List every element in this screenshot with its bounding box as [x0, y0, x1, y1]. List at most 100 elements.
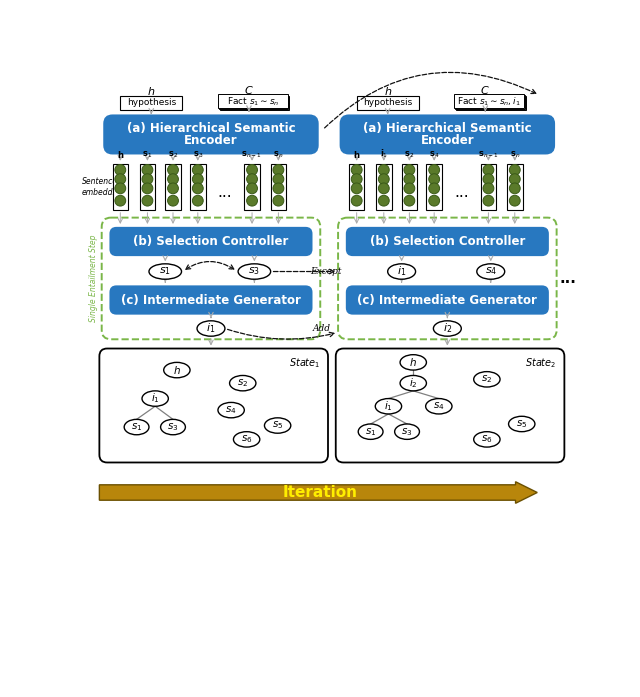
Text: $h$: $h$: [383, 85, 392, 98]
Text: $State_1$: $State_1$: [289, 356, 320, 370]
Bar: [271, 164, 286, 210]
FancyArrow shape: [99, 482, 537, 503]
Circle shape: [273, 174, 284, 185]
Text: Iteration: Iteration: [283, 485, 358, 500]
Text: $s_4$: $s_4$: [433, 400, 445, 412]
Bar: [426, 164, 442, 210]
Text: $\mathbf{s}_2$: $\mathbf{s}_2$: [168, 149, 178, 160]
Circle shape: [378, 195, 389, 206]
Ellipse shape: [474, 372, 500, 387]
Circle shape: [115, 164, 125, 175]
Text: (a) Hierarchical Semantic: (a) Hierarchical Semantic: [127, 122, 295, 135]
Circle shape: [273, 195, 284, 206]
Text: hypothesis: hypothesis: [363, 98, 412, 107]
Text: Sentence
embeddings: Sentence embeddings: [81, 177, 129, 197]
Text: $s_1$: $s_1$: [365, 426, 376, 438]
FancyBboxPatch shape: [346, 227, 549, 256]
Bar: [220, 96, 289, 110]
Text: (b) Selection Controller: (b) Selection Controller: [370, 235, 525, 248]
Circle shape: [168, 174, 179, 185]
Text: $\mathbf{s}_n$: $\mathbf{s}_n$: [273, 149, 284, 160]
Circle shape: [378, 174, 389, 185]
Text: (c) Intermediate Generator: (c) Intermediate Generator: [357, 293, 538, 307]
Ellipse shape: [238, 264, 271, 279]
Circle shape: [429, 195, 440, 206]
Ellipse shape: [161, 420, 186, 435]
Text: $s_5$: $s_5$: [516, 418, 527, 430]
Text: $\mathbf{s}_n$: $\mathbf{s}_n$: [509, 149, 520, 160]
Bar: [349, 164, 364, 210]
Text: $\mathbf{s}_1$: $\mathbf{s}_1$: [142, 149, 152, 160]
Text: $s_3$: $s_3$: [401, 426, 413, 438]
Text: $\mathbf{i}_1$: $\mathbf{i}_1$: [380, 147, 388, 160]
FancyBboxPatch shape: [336, 348, 564, 463]
Circle shape: [404, 164, 415, 175]
Circle shape: [483, 174, 494, 185]
Text: $C$: $C$: [244, 84, 254, 95]
Text: $\mathbf{s}_4$: $\mathbf{s}_4$: [429, 149, 440, 160]
Circle shape: [429, 164, 440, 175]
Circle shape: [168, 164, 179, 175]
Ellipse shape: [477, 264, 505, 279]
Circle shape: [351, 164, 362, 175]
Ellipse shape: [149, 264, 182, 279]
Text: Fact $s_1{\sim}s_n$: Fact $s_1{\sim}s_n$: [227, 96, 279, 108]
Bar: [455, 95, 525, 109]
Text: $i_1$: $i_1$: [384, 399, 393, 413]
Bar: [244, 164, 260, 210]
Circle shape: [193, 183, 204, 194]
Text: Fact $s_1{\sim}s_n, i_1$: Fact $s_1{\sim}s_n, i_1$: [458, 96, 521, 108]
Circle shape: [351, 183, 362, 194]
Text: $C$: $C$: [481, 84, 490, 95]
Circle shape: [483, 164, 494, 175]
Text: $s_6$: $s_6$: [481, 434, 493, 445]
Ellipse shape: [197, 321, 225, 336]
Circle shape: [429, 174, 440, 185]
Text: $s_4$: $s_4$: [484, 266, 497, 277]
FancyBboxPatch shape: [340, 114, 555, 155]
Text: $\mathbf{h}$: $\mathbf{h}$: [353, 149, 360, 160]
Ellipse shape: [426, 399, 452, 414]
Text: $s_5$: $s_5$: [272, 420, 284, 431]
Circle shape: [509, 174, 520, 185]
Text: (b) Selection Controller: (b) Selection Controller: [133, 235, 289, 248]
Ellipse shape: [388, 264, 415, 279]
Circle shape: [246, 174, 257, 185]
Circle shape: [193, 164, 204, 175]
Ellipse shape: [509, 416, 535, 431]
Text: ...: ...: [560, 271, 577, 286]
Circle shape: [142, 183, 153, 194]
Circle shape: [351, 174, 362, 185]
Circle shape: [168, 195, 179, 206]
Bar: [356, 96, 419, 110]
Circle shape: [429, 183, 440, 194]
Bar: [165, 164, 180, 210]
Bar: [507, 164, 522, 210]
Circle shape: [378, 183, 389, 194]
Bar: [402, 164, 417, 210]
Bar: [190, 164, 205, 210]
Bar: [120, 96, 182, 110]
Circle shape: [115, 174, 125, 185]
Ellipse shape: [395, 424, 419, 439]
Text: Encoder: Encoder: [420, 134, 474, 147]
Text: $s_2$: $s_2$: [237, 377, 248, 389]
Circle shape: [509, 195, 520, 206]
Ellipse shape: [218, 402, 244, 418]
Text: $State_2$: $State_2$: [525, 356, 557, 370]
Circle shape: [115, 195, 125, 206]
Text: $\mathbf{s}_{n-1}$: $\mathbf{s}_{n-1}$: [478, 149, 499, 160]
Text: Add: Add: [312, 324, 330, 333]
Ellipse shape: [164, 362, 190, 378]
Text: $s_1$: $s_1$: [131, 421, 142, 433]
Circle shape: [168, 183, 179, 194]
Ellipse shape: [230, 376, 256, 391]
Ellipse shape: [375, 399, 402, 414]
Bar: [481, 164, 496, 210]
Bar: [140, 164, 155, 210]
Ellipse shape: [264, 418, 291, 434]
Bar: [219, 95, 289, 109]
Circle shape: [246, 195, 257, 206]
FancyBboxPatch shape: [109, 227, 312, 256]
Text: $i_1$: $i_1$: [206, 321, 216, 335]
